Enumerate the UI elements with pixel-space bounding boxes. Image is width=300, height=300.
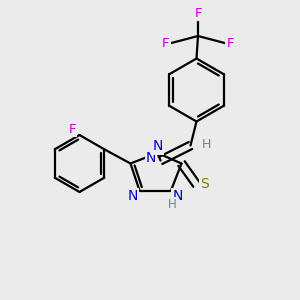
Text: N: N [128,190,138,203]
Text: H: H [168,198,177,212]
Text: N: N [152,140,163,153]
Text: N: N [172,190,183,203]
Text: F: F [226,37,234,50]
Text: F: F [162,37,170,50]
Text: F: F [194,7,202,20]
Text: H: H [201,137,211,151]
Text: N: N [146,151,156,165]
Text: S: S [200,178,209,191]
Text: F: F [68,123,76,136]
